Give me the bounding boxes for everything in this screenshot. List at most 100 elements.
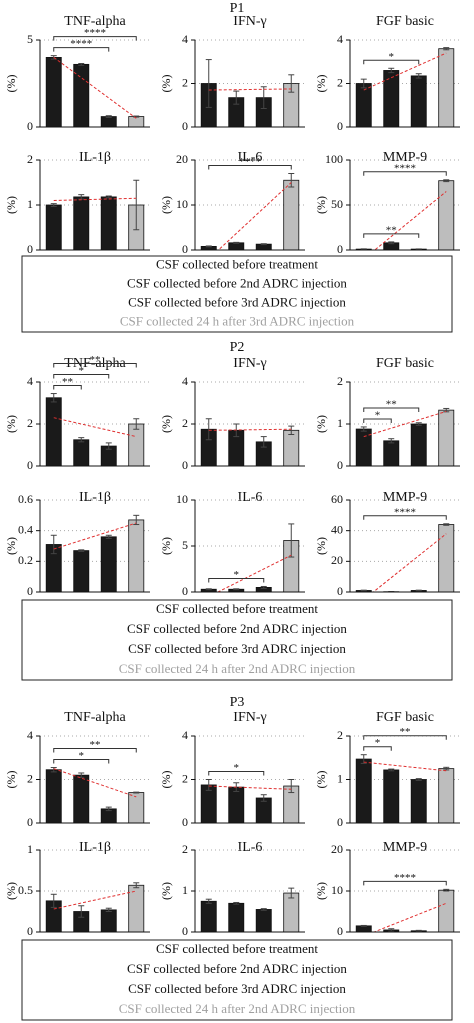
error-bar [415, 589, 422, 592]
error-bar [205, 418, 212, 441]
y-tick-label: 2 [27, 152, 33, 166]
legend-entry: CSF collected 24 h after 2nd ADRC inject… [119, 1001, 356, 1016]
significance-bracket [363, 515, 447, 520]
error-bar [105, 195, 112, 199]
y-axis-label: (%) [314, 75, 328, 93]
error-bar [105, 442, 112, 450]
chart-title: MMP-9 [383, 490, 427, 505]
y-tick-label: 2 [182, 771, 188, 785]
error-bar [50, 534, 57, 555]
error-bar [133, 791, 140, 794]
error-bar [360, 78, 367, 89]
chart: IFN-γ (%) 0 2 4 [159, 14, 305, 133]
y-tick-label: 0.4 [18, 522, 33, 536]
trend-line [363, 761, 447, 772]
trend-line [372, 533, 447, 592]
y-axis-label: (%) [159, 882, 173, 900]
trend-line [373, 191, 447, 250]
y-tick-label: 4 [27, 374, 33, 388]
significance-bracket [53, 363, 137, 368]
y-axis-label: (%) [314, 882, 328, 900]
error-bar [260, 908, 267, 911]
y-tick-label: 4 [182, 374, 188, 388]
error-bar [205, 59, 212, 108]
legend-entry: CSF collected before treatment [156, 941, 318, 956]
legend-entry: CSF collected before 2nd ADRC injection [127, 621, 347, 636]
significance-label: * [375, 737, 381, 749]
trend-line [208, 88, 292, 91]
panel-title: P3 [230, 695, 245, 710]
error-bar [415, 929, 422, 932]
y-axis-label: (%) [314, 415, 328, 433]
y-axis-label: (%) [4, 537, 18, 555]
error-bar [133, 179, 140, 231]
error-bar [105, 115, 112, 118]
significance-bracket [53, 748, 137, 753]
bar [410, 75, 427, 128]
trend-line [53, 768, 137, 798]
y-axis-label: (%) [159, 537, 173, 555]
y-tick-label: 1 [337, 416, 343, 430]
bar [383, 769, 400, 824]
y-axis-label: (%) [159, 75, 173, 93]
bar [100, 536, 117, 593]
y-tick-label: 0 [182, 584, 188, 598]
y-tick-label: 2 [27, 771, 33, 785]
error-bar [388, 438, 395, 444]
trend-line [53, 522, 137, 550]
chart: TNF-alpha(%)024 ***** [4, 354, 150, 472]
significance-label: * [375, 409, 381, 421]
bar [45, 204, 62, 251]
chart: MMP-9 (%) 0 20 40 60 **** [314, 490, 460, 598]
error-bar [260, 243, 267, 246]
significance-bracket [363, 171, 447, 176]
significance-label: **** [84, 27, 106, 39]
error-bar [78, 194, 85, 200]
bar [283, 429, 300, 467]
bar [255, 909, 272, 933]
bar [228, 786, 245, 824]
error-bar [205, 779, 212, 791]
legend-entry: CSF collected 24 h after 2nd ADRC inject… [119, 661, 356, 676]
error-bar [105, 806, 112, 812]
significance-bracket [363, 59, 420, 65]
y-tick-label: 2 [182, 416, 188, 430]
error-bar [50, 393, 57, 403]
chart-title: IL-6 [238, 150, 263, 165]
bar [73, 196, 90, 251]
legend-entry: CSF collected before 3rd ADRC injection [128, 981, 346, 996]
chart-title: FGF basic [376, 356, 434, 371]
trend-line [53, 890, 137, 910]
y-axis-label: (%) [4, 415, 18, 433]
significance-bracket [208, 577, 265, 583]
y-tick-label: 2 [337, 374, 343, 388]
trend-line [216, 554, 292, 592]
chart-title: MMP-9 [383, 150, 427, 165]
error-bar [360, 426, 367, 432]
significance-bracket [53, 36, 137, 41]
bar [128, 884, 145, 933]
error-bar [288, 173, 295, 188]
y-tick-label: 0.2 [18, 553, 33, 567]
chart-title: FGF basic [376, 710, 434, 725]
bar [228, 242, 245, 251]
y-tick-label: 5 [27, 32, 33, 46]
chart-title: IL-1β [79, 490, 111, 505]
error-bar [205, 245, 212, 248]
y-tick-label: 0 [27, 584, 33, 598]
y-tick-label: 0 [27, 815, 33, 829]
bar [283, 179, 300, 251]
error-bar [233, 241, 240, 244]
chart-title: IL-6 [238, 490, 263, 505]
y-tick-label: 0 [337, 119, 343, 133]
significance-bracket [363, 880, 447, 886]
chart-title: IL-6 [238, 840, 263, 855]
significance-label: ** [62, 376, 73, 388]
y-tick-label: 4 [182, 32, 188, 46]
y-axis-label: (%) [4, 75, 18, 93]
error-bar [288, 779, 295, 794]
y-tick-label: 10 [176, 197, 188, 211]
y-tick-label: 40 [331, 522, 343, 536]
y-axis-label: (%) [4, 196, 18, 214]
